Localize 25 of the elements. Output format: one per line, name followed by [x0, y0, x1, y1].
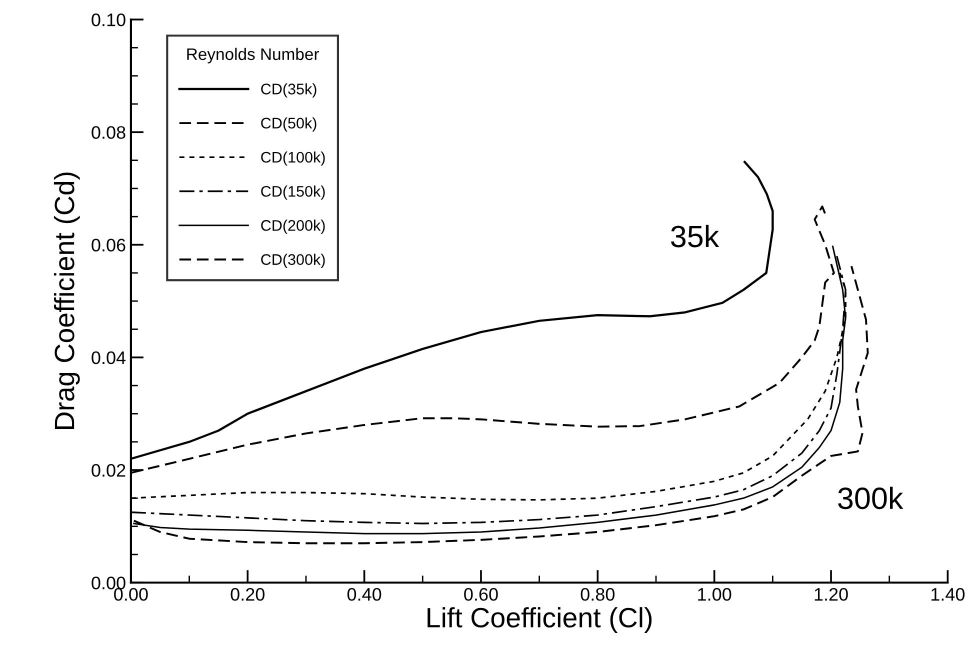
x-tick-label: 0.60 [464, 588, 498, 601]
y-tick-label: 0.08 [92, 126, 126, 139]
legend-label: CD(100k) [261, 151, 325, 166]
y-tick-label: 0.10 [92, 13, 126, 26]
legend-label: CD(35k) [261, 83, 316, 98]
x-tick-label: 0.40 [347, 588, 382, 601]
annotation: 300k [838, 486, 904, 510]
y-tick-label: 0.00 [92, 576, 126, 590]
x-tick-label: 1.20 [814, 588, 848, 601]
legend-label: CD(300k) [261, 254, 325, 268]
legend-title: Reynolds Number [187, 48, 319, 64]
annotation: 35k [671, 224, 720, 248]
x-tick-label: 1.40 [932, 588, 965, 601]
x-tick-label: 0.20 [230, 588, 264, 601]
y-axis-title: Drag Coefficient (Cd) [54, 172, 80, 430]
legend-label: CD(200k) [261, 220, 325, 234]
legend-label: CD(150k) [261, 186, 325, 200]
x-tick-label: 0.00 [114, 588, 148, 601]
x-tick-label: 1.00 [698, 588, 732, 601]
y-tick-label: 0.04 [92, 351, 126, 364]
legend-label: CD(50k) [261, 117, 316, 132]
x-tick-label: 0.80 [580, 588, 615, 601]
y-tick-label: 0.06 [92, 238, 126, 252]
x-axis-title: Lift Coefficient (Cl) [428, 607, 652, 633]
y-tick-label: 0.02 [92, 464, 126, 477]
